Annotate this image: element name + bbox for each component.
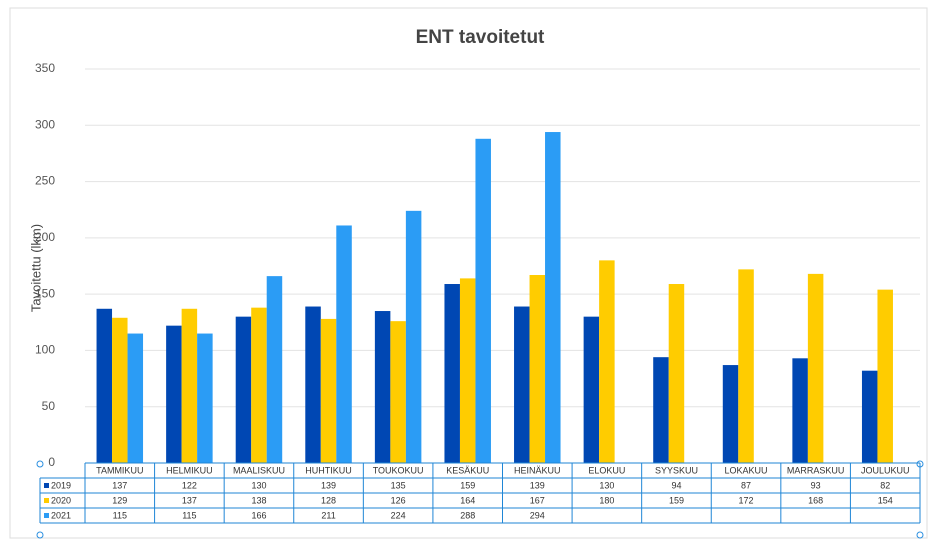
y-tick-label: 350 <box>35 61 55 75</box>
table-cell: 115 <box>182 510 196 520</box>
legend-swatch <box>44 498 49 503</box>
bar <box>807 273 824 463</box>
table-cell: 168 <box>808 495 823 505</box>
bar <box>653 357 669 463</box>
table-cell: 154 <box>878 495 893 505</box>
legend-swatch <box>44 513 49 518</box>
table-cell: 224 <box>391 510 406 520</box>
bar <box>390 321 406 463</box>
table-cell: 129 <box>112 495 127 505</box>
y-tick-label: 150 <box>35 286 55 300</box>
handle <box>36 460 44 468</box>
handle <box>36 531 44 539</box>
bar <box>444 284 460 463</box>
bar <box>545 132 561 464</box>
legend-label: 2021 <box>51 510 71 520</box>
table-cell: 138 <box>251 495 266 505</box>
legend-label: 2020 <box>51 495 71 505</box>
x-tick-label: HELMIKUU <box>166 465 213 475</box>
bar <box>459 278 476 463</box>
bar <box>861 370 878 463</box>
x-tick-label: JOULUKUU <box>861 465 910 475</box>
legend-swatch <box>44 483 49 488</box>
bar <box>738 269 754 463</box>
x-tick-label: TAMMIKUU <box>96 465 143 475</box>
table-cell: 82 <box>880 480 890 490</box>
y-tick-label: 250 <box>35 174 55 188</box>
x-tick-label: HEINÄKUU <box>514 465 561 475</box>
table-cell: 139 <box>321 480 336 490</box>
bar <box>722 365 739 463</box>
table-cell: 172 <box>739 495 754 505</box>
table-cell: 126 <box>391 495 406 505</box>
y-axis-label: Tavoitettu (lkm) <box>28 224 43 312</box>
bar <box>668 284 685 463</box>
bar <box>96 308 113 463</box>
x-tick-label: MARRASKUU <box>787 465 845 475</box>
x-tick-label: TOUKOKUU <box>373 465 424 475</box>
bar <box>529 275 546 463</box>
table-cell: 167 <box>530 495 545 505</box>
bar <box>181 308 198 463</box>
bar <box>877 289 893 463</box>
x-tick-label: HUHTIKUU <box>305 465 352 475</box>
table-cell: 137 <box>182 495 197 505</box>
table-cell: 137 <box>112 480 127 490</box>
table-cell: 159 <box>669 495 684 505</box>
table-cell: 180 <box>599 495 614 505</box>
bar <box>266 276 283 463</box>
x-tick-label: ELOKUU <box>588 465 625 475</box>
y-tick-label: 200 <box>35 230 55 244</box>
x-tick-label: MAALISKUU <box>233 465 285 475</box>
bar <box>197 333 213 463</box>
bar <box>336 225 352 463</box>
bar <box>475 138 491 463</box>
y-tick-label: 300 <box>35 117 55 131</box>
table-cell: 159 <box>460 480 475 490</box>
x-tick-label: KESÄKUU <box>446 465 489 475</box>
bar <box>305 306 321 463</box>
table-cell: 130 <box>599 480 614 490</box>
bar <box>112 317 128 463</box>
bar <box>235 316 252 463</box>
table-cell: 288 <box>460 510 475 520</box>
legend-label: 2019 <box>51 480 71 490</box>
bar <box>792 358 808 463</box>
table-cell: 166 <box>251 510 266 520</box>
bar <box>374 311 391 463</box>
table-cell: 135 <box>391 480 406 490</box>
bar <box>405 210 422 463</box>
table-cell: 115 <box>113 510 127 520</box>
y-tick-label: 0 <box>48 455 55 469</box>
table-cell: 211 <box>321 510 335 520</box>
table-cell: 87 <box>741 480 751 490</box>
y-tick-label: 50 <box>42 399 56 413</box>
table-cell: 94 <box>671 480 681 490</box>
table-cell: 93 <box>811 480 821 490</box>
bar <box>166 325 182 463</box>
handle <box>916 531 924 539</box>
y-tick-label: 100 <box>35 343 55 357</box>
bar <box>599 260 615 463</box>
bar <box>320 318 337 463</box>
bar <box>127 333 144 463</box>
table-cell: 122 <box>182 480 197 490</box>
chart-title: ENT tavoitetut <box>416 27 545 48</box>
table-cell: 128 <box>321 495 336 505</box>
x-tick-label: SYYSKUU <box>655 465 698 475</box>
bar <box>514 306 530 463</box>
x-tick-label: LOKAKUU <box>725 465 768 475</box>
table-cell: 164 <box>460 495 475 505</box>
table-cell: 130 <box>251 480 266 490</box>
table-cell: 139 <box>530 480 545 490</box>
table-cell: 294 <box>530 510 545 520</box>
bar <box>583 316 600 463</box>
bar <box>251 307 267 463</box>
